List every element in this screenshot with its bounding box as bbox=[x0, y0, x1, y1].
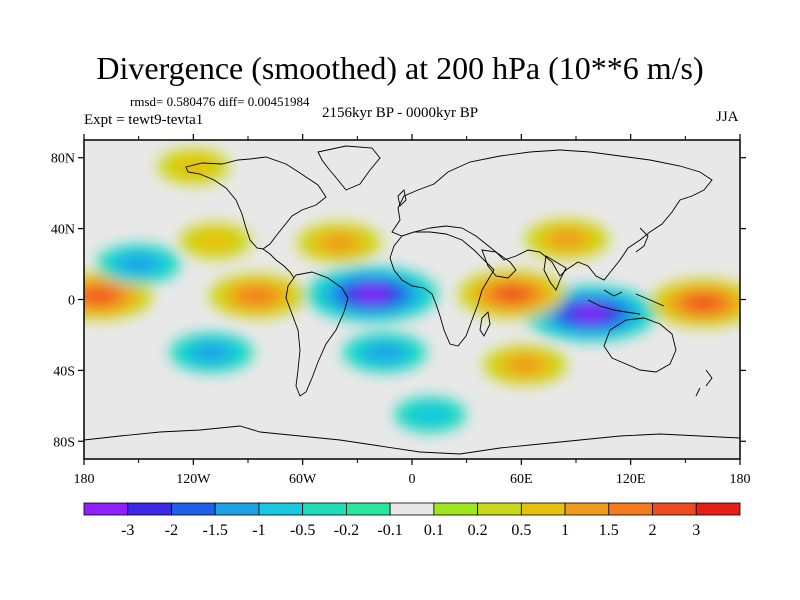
y-tick-label: 80N bbox=[51, 152, 75, 167]
colorbar-box bbox=[345, 502, 391, 516]
colorbar-label: -0.2 bbox=[334, 522, 359, 539]
colorbar-label: -0.5 bbox=[290, 522, 315, 539]
colorbar-label: 1.5 bbox=[599, 522, 619, 539]
field-contour-13-3 bbox=[320, 233, 358, 252]
x-tick-label: 120W bbox=[176, 472, 211, 487]
field-contour-10-3 bbox=[120, 255, 158, 273]
colorbar-label: 0.2 bbox=[468, 522, 488, 539]
x-tick-label: 120E bbox=[616, 472, 646, 487]
field-contour-11-3 bbox=[192, 343, 231, 362]
divergence-field bbox=[84, 148, 740, 433]
field-contour-8-2 bbox=[193, 229, 238, 253]
colorbar-label: 2 bbox=[649, 522, 657, 539]
field-contour-7-3 bbox=[548, 230, 586, 249]
y-tick-label: 80S bbox=[53, 435, 75, 450]
colorbar-box bbox=[214, 502, 260, 516]
colorbar-label: -0.1 bbox=[377, 522, 402, 539]
colorbar-label: -1.5 bbox=[203, 522, 228, 539]
field-contour-1-6 bbox=[355, 287, 388, 301]
field-contour-9-3 bbox=[506, 356, 544, 374]
x-tick-label: 60E bbox=[510, 472, 533, 487]
colorbar-label: -3 bbox=[121, 522, 134, 539]
colorbar-label: -1 bbox=[252, 522, 265, 539]
colorbar-box bbox=[433, 502, 479, 516]
chart-title: Divergence (smoothed) at 200 hPa (10**6 … bbox=[96, 50, 704, 86]
colorbar-box bbox=[477, 502, 522, 516]
x-tick-label: 60W bbox=[289, 472, 317, 487]
y-tick-label: 40N bbox=[51, 223, 75, 238]
axes: 180 120W 60W 0 60E 120E 180 80N 40N 0 40S 80S bbox=[51, 134, 751, 487]
field-contour-6-4 bbox=[240, 288, 274, 304]
coastlines bbox=[84, 145, 740, 455]
colorbar-box bbox=[564, 502, 610, 516]
period-label: 2156kyr BP - 0000kyr BP bbox=[322, 105, 479, 121]
field-contour-4-5 bbox=[496, 287, 528, 302]
stats-label: rmsd= 0.580476 diff= 0.00451984 bbox=[130, 94, 310, 109]
colorbar-label: 1 bbox=[561, 522, 569, 539]
y-tick-label: 40S bbox=[53, 364, 75, 379]
colorbar-box bbox=[127, 502, 172, 516]
x-tick-label: 180 bbox=[730, 472, 751, 487]
field-contour-15-2 bbox=[171, 155, 216, 178]
colorbar-box bbox=[389, 502, 435, 516]
x-tick-label: 0 bbox=[409, 472, 416, 487]
field-contour-5-5 bbox=[688, 296, 719, 310]
colorbar-box bbox=[171, 502, 216, 516]
colorbar-box bbox=[608, 502, 653, 516]
colorbar-box bbox=[520, 502, 566, 516]
colorbar-label: 0.5 bbox=[511, 522, 531, 539]
field-contour-3-5 bbox=[84, 289, 115, 303]
colorbar-label: 3 bbox=[692, 522, 700, 539]
colorbar-box bbox=[258, 502, 304, 516]
colorbar: -3 -2 -1.5 -1 -0.5 -0.2 -0.1 0.1 0.2 0.5 1 1.5 2 3 bbox=[83, 502, 741, 539]
field-contour-2-6 bbox=[574, 306, 607, 321]
field-contour-14-2 bbox=[408, 403, 453, 426]
colorbar-box bbox=[83, 502, 129, 516]
colorbar-label: -2 bbox=[165, 522, 178, 539]
experiment-label: Expt = tewt9-tevta1 bbox=[84, 112, 204, 128]
y-tick-label: 0 bbox=[68, 294, 75, 309]
x-tick-label: 180 bbox=[74, 472, 95, 487]
field-contour-12-3 bbox=[366, 343, 404, 362]
season-label: JJA bbox=[716, 109, 739, 125]
colorbar-label: 0.1 bbox=[424, 522, 444, 539]
colorbar-box bbox=[695, 502, 741, 516]
colorbar-box bbox=[652, 502, 697, 516]
colorbar-box bbox=[302, 502, 347, 516]
